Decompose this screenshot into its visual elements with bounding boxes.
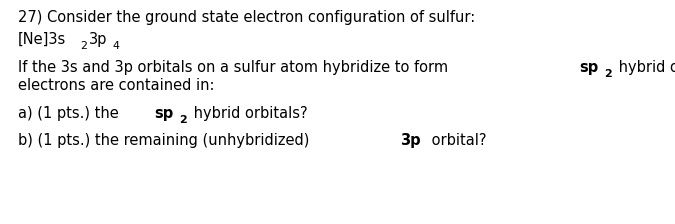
Text: 27) Consider the ground state electron configuration of sulfur:: 27) Consider the ground state electron c…: [18, 10, 475, 25]
Text: 2: 2: [604, 69, 612, 79]
Text: a) (1 pts.) the: a) (1 pts.) the: [18, 106, 124, 121]
Text: 2: 2: [80, 41, 87, 51]
Text: [Ne]3s: [Ne]3s: [18, 32, 66, 47]
Text: 3p: 3p: [89, 32, 107, 47]
Text: electrons are contained in:: electrons are contained in:: [18, 78, 215, 93]
Text: hybrid orbitals?: hybrid orbitals?: [189, 106, 307, 121]
Text: hybrid orbitals, how many: hybrid orbitals, how many: [614, 60, 675, 75]
Text: 2: 2: [179, 115, 186, 125]
Text: 4: 4: [113, 41, 119, 51]
Text: If the 3s and 3p orbitals on a sulfur atom hybridize to form: If the 3s and 3p orbitals on a sulfur at…: [18, 60, 453, 75]
Text: orbital?: orbital?: [427, 133, 486, 148]
Text: 3p: 3p: [400, 133, 421, 148]
Text: sp: sp: [579, 60, 598, 75]
Text: b) (1 pts.) the remaining (unhybridized): b) (1 pts.) the remaining (unhybridized): [18, 133, 314, 148]
Text: sp: sp: [154, 106, 173, 121]
